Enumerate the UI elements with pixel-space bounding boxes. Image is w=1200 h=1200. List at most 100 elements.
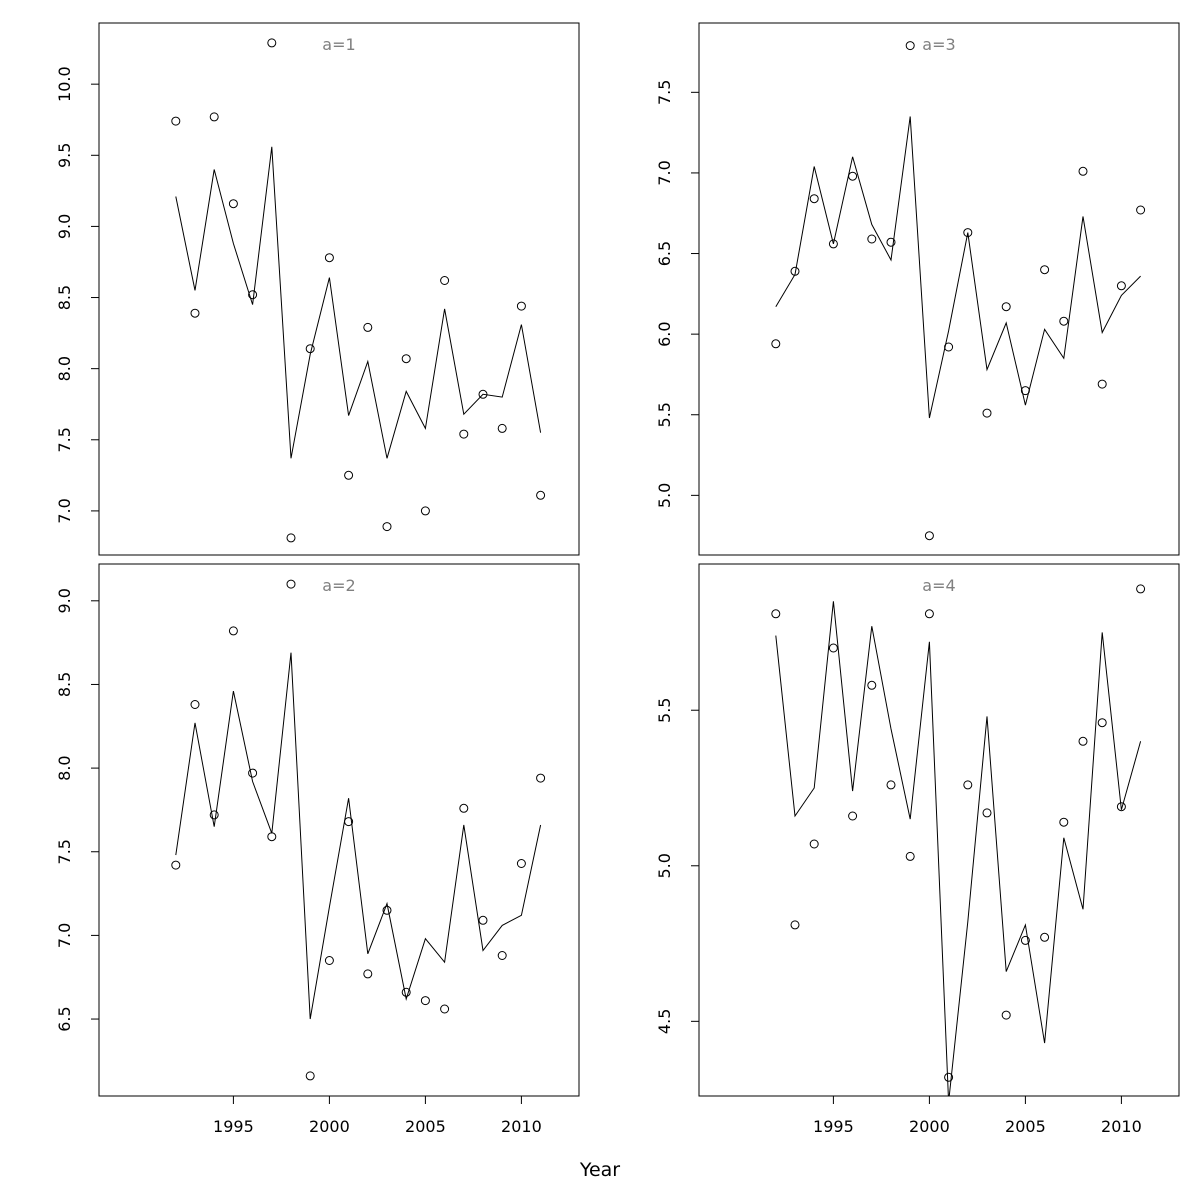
observed-point (401, 987, 411, 997)
observed-point (267, 38, 277, 48)
x-tick-label: 2000 (309, 1117, 350, 1136)
observed-point (1040, 932, 1050, 942)
observed-point (363, 969, 373, 979)
observed-point (420, 996, 430, 1006)
observed-point (944, 1072, 954, 1082)
observed-point (1097, 718, 1107, 728)
observed-point (1020, 386, 1030, 396)
observed-point (982, 808, 992, 818)
observed-point (190, 308, 200, 318)
y-tick-label: 6.5 (55, 1006, 74, 1031)
panel-title: a=2 (322, 576, 355, 595)
observed-point (382, 905, 392, 915)
y-tick-label: 7.0 (55, 923, 74, 948)
panel-frame (98, 22, 580, 556)
panel-title: a=1 (322, 35, 355, 54)
observed-point (790, 920, 800, 930)
observed-point (440, 1004, 450, 1014)
observed-point (828, 643, 838, 653)
y-tick-label: 5.0 (655, 483, 674, 508)
y-tick-label: 7.5 (55, 427, 74, 452)
observed-point (1136, 205, 1146, 215)
x-tick-label: 2005 (1005, 1117, 1046, 1136)
observed-point (1097, 379, 1107, 389)
y-tick-label: 5.5 (655, 402, 674, 427)
fitted-line (775, 601, 1142, 1096)
x-axes-group: 1995 2000 2005 2010 1995 2000 2005 2010 (213, 1095, 1142, 1136)
observed-point (459, 429, 469, 439)
y-tick-label: 8.5 (55, 285, 74, 310)
y-tick-label: 7.0 (655, 160, 674, 185)
y-tick-label: 8.0 (55, 356, 74, 381)
y-tick-label: 6.0 (655, 321, 674, 346)
x-axis-2: 1995 2000 2005 2010 (813, 1095, 1142, 1136)
observed-point (344, 817, 354, 827)
observed-point (809, 194, 819, 204)
observed-point (344, 470, 354, 480)
observed-point (867, 680, 877, 690)
observed-point (867, 234, 877, 244)
observed-point (248, 290, 258, 300)
observed-point (171, 860, 181, 870)
y-tick-label: 9.0 (55, 588, 74, 613)
fitted-line (775, 116, 1141, 419)
y-tick-label: 8.0 (55, 755, 74, 780)
x-axis-1: 1995 2000 2005 2010 (213, 1095, 542, 1136)
observed-point (790, 266, 800, 276)
observed-point (171, 116, 181, 126)
observed-point (324, 956, 334, 965)
observed-point (886, 780, 896, 790)
observed-point (944, 342, 954, 352)
observed-point (516, 301, 526, 311)
panel-3: a=2 6.5 7.0 7.5 8.0 8.5 9.0 (55, 563, 580, 1097)
y-tick-label: 7.5 (655, 80, 674, 105)
observed-point (1078, 166, 1088, 176)
observed-point (1059, 316, 1069, 326)
y-tick-label: 7.0 (55, 498, 74, 523)
x-tick-label: 2010 (1101, 1117, 1142, 1136)
observed-point (497, 951, 507, 960)
x-tick-label: 1995 (813, 1117, 854, 1136)
panel-1: a=1 7.0 7.5 8.0 8.5 9.0 9.5 10.0 (55, 22, 580, 556)
x-tick-label: 2010 (501, 1117, 542, 1136)
y-tick-label: 6.5 (655, 241, 674, 266)
observed-point (982, 408, 992, 418)
observed-point (963, 780, 973, 790)
observed-point (497, 423, 507, 433)
observed-point (963, 228, 973, 238)
observed-point (1040, 265, 1050, 275)
observed-point (828, 239, 838, 249)
observed-point (848, 171, 858, 181)
observed-point (848, 811, 858, 821)
y-tick-label: 5.5 (655, 697, 674, 722)
observed-point (363, 322, 373, 332)
panels-group: a=1 7.0 7.5 8.0 8.5 9.0 9.5 10.0 a=3 5.0 5.5 6.0 6.5… (55, 22, 1180, 1097)
observed-point (1001, 302, 1011, 312)
observed-point (420, 506, 430, 516)
observed-point (228, 626, 238, 636)
x-axis-label: Year (579, 1159, 620, 1181)
y-tick-label: 5.0 (655, 853, 674, 878)
observed-point (536, 490, 546, 500)
observed-point (228, 199, 238, 209)
observed-point (478, 389, 488, 399)
observed-point (1078, 736, 1088, 746)
panel-frame (698, 563, 1180, 1097)
observed-point (1001, 1010, 1011, 1020)
observed-point (1116, 802, 1126, 812)
panel-frame (98, 563, 580, 1097)
panel-2: a=3 5.0 5.5 6.0 6.5 7.0 7.5 (655, 22, 1180, 556)
panel-title: a=4 (922, 576, 955, 595)
observed-point (401, 354, 411, 364)
observed-point (305, 344, 315, 354)
observed-point (1020, 935, 1030, 945)
observed-point (1136, 584, 1146, 594)
fitted-line (175, 652, 542, 1020)
observed-point (924, 531, 934, 541)
y-tick-label: 4.5 (655, 1009, 674, 1034)
x-tick-label: 2000 (909, 1117, 950, 1136)
observed-point (516, 859, 526, 868)
observed-point (209, 112, 219, 122)
y-tick-label: 8.5 (55, 672, 74, 697)
